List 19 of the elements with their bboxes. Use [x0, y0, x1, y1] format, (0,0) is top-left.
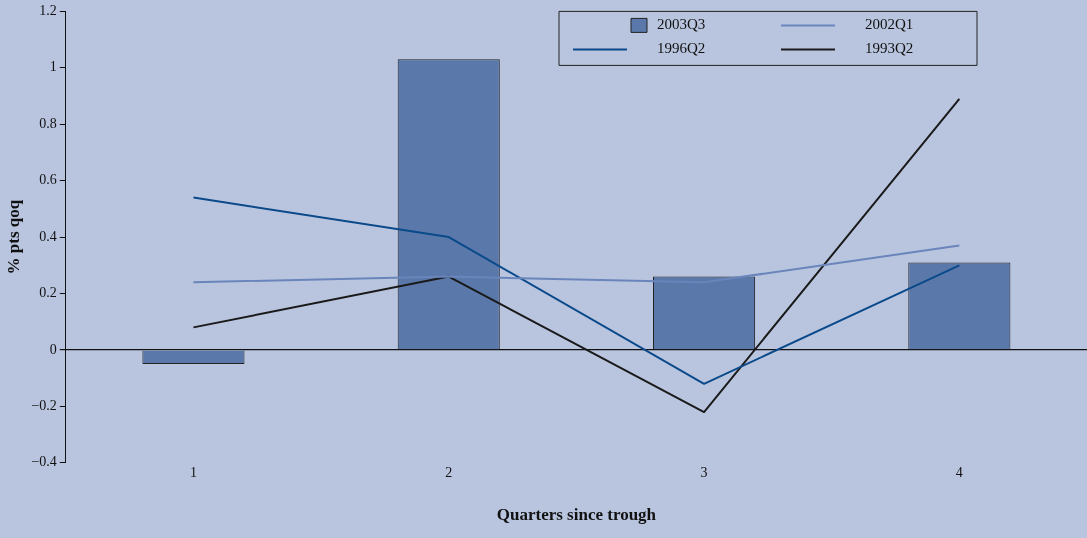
y-tick-label: 0.4	[39, 228, 57, 244]
legend-label: 1993Q2	[865, 40, 914, 57]
y-tick-label: 0	[49, 341, 57, 357]
y-tick-label: 0.8	[39, 115, 57, 131]
x-axis-title: Quarters since trough	[496, 505, 657, 525]
x-tick-label: 1	[189, 464, 197, 480]
y-tick-label: 0.2	[39, 285, 57, 301]
x-tick-label: 3	[700, 464, 708, 480]
x-tick-label: 4	[955, 464, 963, 480]
y-tick-label: 0.6	[39, 172, 57, 188]
x-tick-label: 2	[445, 464, 453, 480]
y-tick-label: 1.2	[39, 3, 57, 19]
y-axis-title: % pts qoq	[3, 199, 23, 275]
legend-label: 1996Q2	[657, 40, 706, 57]
y-tick-label: −0.4	[31, 454, 57, 470]
legend-label: 2003Q3	[657, 16, 706, 33]
legend-label: 2002Q1	[865, 16, 914, 33]
y-tick-label: −0.2	[31, 398, 57, 414]
y-tick-label: 1	[49, 59, 57, 75]
